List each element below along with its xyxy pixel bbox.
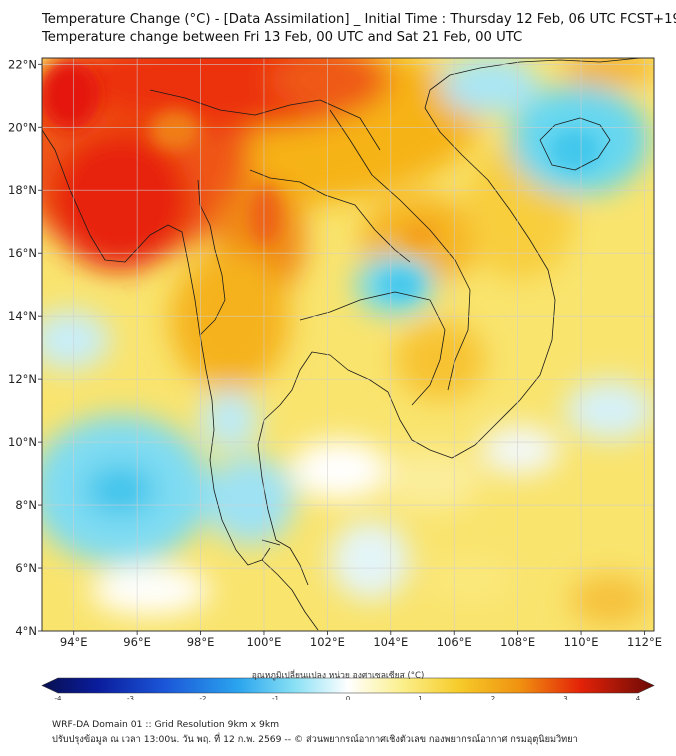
- temperature-change-map: 22°N 20°N 18°N 16°N 14°N 12°N 10°N 8°N 6°N 4°N 94…: [8, 57, 662, 700]
- graticule: [42, 58, 654, 632]
- border-thai-cambodia: [299, 291, 431, 321]
- lat-tick-label: 20°N: [8, 120, 37, 134]
- colorbar-tick-label: -3: [127, 695, 134, 700]
- border-myanmar-thai: [197, 179, 226, 336]
- lat-tick-label: 6°N: [15, 561, 37, 575]
- coastline-gulf: [257, 74, 556, 541]
- lat-tick-label: 8°N: [15, 498, 37, 512]
- colorbar-bar: [41, 677, 655, 694]
- lat-tick-label: 16°N: [8, 246, 37, 260]
- coastline-east: [449, 58, 641, 76]
- lat-tick-label: 14°N: [8, 309, 37, 323]
- lon-tick-label: 110°E: [564, 635, 599, 649]
- lat-tick-label: 4°N: [15, 624, 37, 638]
- coastlines-borders: [42, 58, 641, 631]
- border-malaysia: [261, 539, 281, 546]
- colorbar: -4 -3 -2 -1 0 1 2 3 4: [41, 677, 655, 700]
- lon-tick-label: 102°E: [310, 635, 345, 649]
- lat-tick-label: 12°N: [8, 372, 37, 386]
- latitude-axis: 22°N 20°N 18°N 16°N 14°N 12°N 10°N 8°N 6°N 4°N: [8, 57, 42, 638]
- lon-tick-label: 94°E: [60, 635, 88, 649]
- island-hainan: [539, 117, 611, 171]
- colorbar-ticks: -4 -3 -2 -1 0 1 2 3 4: [55, 695, 641, 700]
- footer-update-info: ปรับปรุงข้อมูล ณ เวลา 13:00น. วัน พฤ. ที…: [52, 734, 578, 745]
- colorbar-tick-label: 2: [491, 695, 495, 700]
- colorbar-tick-label: 0: [346, 695, 350, 700]
- lon-tick-label: 112°E: [627, 635, 662, 649]
- map-title: Temperature Change (°C) - [Data Assimila…: [42, 12, 676, 27]
- lon-tick-label: 104°E: [373, 635, 408, 649]
- border-thai-laos: [249, 169, 411, 263]
- coastline-malay: [261, 559, 319, 631]
- colorbar-tick-label: 1: [418, 695, 422, 700]
- colorbar-tick-label: -2: [200, 695, 207, 700]
- lon-tick-label: 106°E: [437, 635, 472, 649]
- lat-tick-label: 10°N: [8, 435, 37, 449]
- colorbar-tick-label: 4: [636, 695, 641, 700]
- colorbar-label: อุณหภูมิเปลี่ยนแปลง หน่วย องศาเซลเซียส (…: [251, 671, 425, 681]
- footer-model-info: WRF-DA Domain 01 :: Grid Resolution 9km …: [52, 719, 280, 730]
- lon-tick-label: 100°E: [246, 635, 281, 649]
- coastline-malay-east: [275, 539, 309, 586]
- lon-tick-label: 108°E: [500, 635, 535, 649]
- lon-tick-label: 98°E: [187, 635, 215, 649]
- border-china: [149, 89, 381, 151]
- longitude-axis: 94°E 96°E 98°E 100°E 102°E 104°E 106°E 108°E 110…: [60, 631, 662, 649]
- coastline-west: [42, 129, 271, 566]
- colorbar-tick-label: -1: [272, 695, 279, 700]
- map-frame: [41, 57, 655, 632]
- map-subtitle: Temperature change between Fri 13 Feb, 0…: [42, 30, 523, 45]
- lat-tick-label: 22°N: [8, 57, 37, 71]
- colorbar-tick-label: -4: [55, 695, 63, 700]
- colorbar-tick-label: 3: [563, 695, 567, 700]
- border-laos-vietnam: [329, 109, 471, 391]
- temperature-field: [42, 58, 654, 631]
- border-cambodia-vietnam: [411, 299, 446, 406]
- lat-tick-label: 18°N: [8, 183, 37, 197]
- lon-tick-label: 96°E: [123, 635, 151, 649]
